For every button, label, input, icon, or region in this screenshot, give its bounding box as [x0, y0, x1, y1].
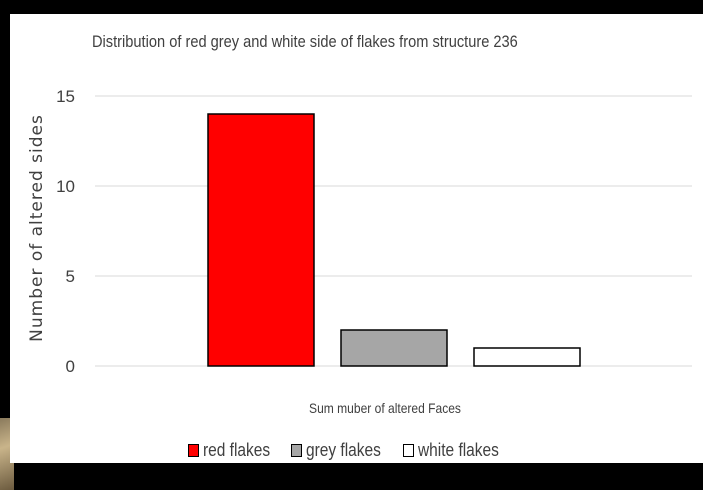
chart-title: Distribution of red grey and white side … — [92, 32, 518, 51]
legend-swatch — [291, 444, 303, 457]
legend-item-red-flakes: red flakes — [188, 440, 271, 461]
y-tick-label-15: 15 — [56, 87, 75, 106]
bar-red-flakes — [207, 113, 315, 367]
y-tick-labels: 0 5 10 15 — [56, 87, 75, 376]
legend-label: red flakes — [203, 440, 271, 460]
bar-white-flakes — [473, 347, 581, 367]
legend-label: white flakes — [418, 440, 499, 460]
legend-label: grey flakes — [306, 440, 381, 460]
legend-swatch — [403, 444, 415, 457]
y-tick-label-0: 0 — [66, 357, 75, 376]
legend-swatch — [188, 444, 199, 457]
y-tick-label-10: 10 — [56, 177, 75, 196]
legend-item-grey-flakes: grey flakes — [291, 440, 381, 461]
y-tick-label-5: 5 — [66, 267, 75, 286]
x-axis-label: Sum muber of altered Faces — [309, 400, 461, 416]
bar-grey-flakes — [340, 329, 448, 367]
bars — [207, 113, 581, 367]
legend-item-white-flakes: white flakes — [403, 440, 500, 461]
legend: red flakes grey flakes white flakes — [188, 440, 522, 461]
gridlines — [95, 95, 692, 367]
chart-panel — [10, 14, 703, 463]
